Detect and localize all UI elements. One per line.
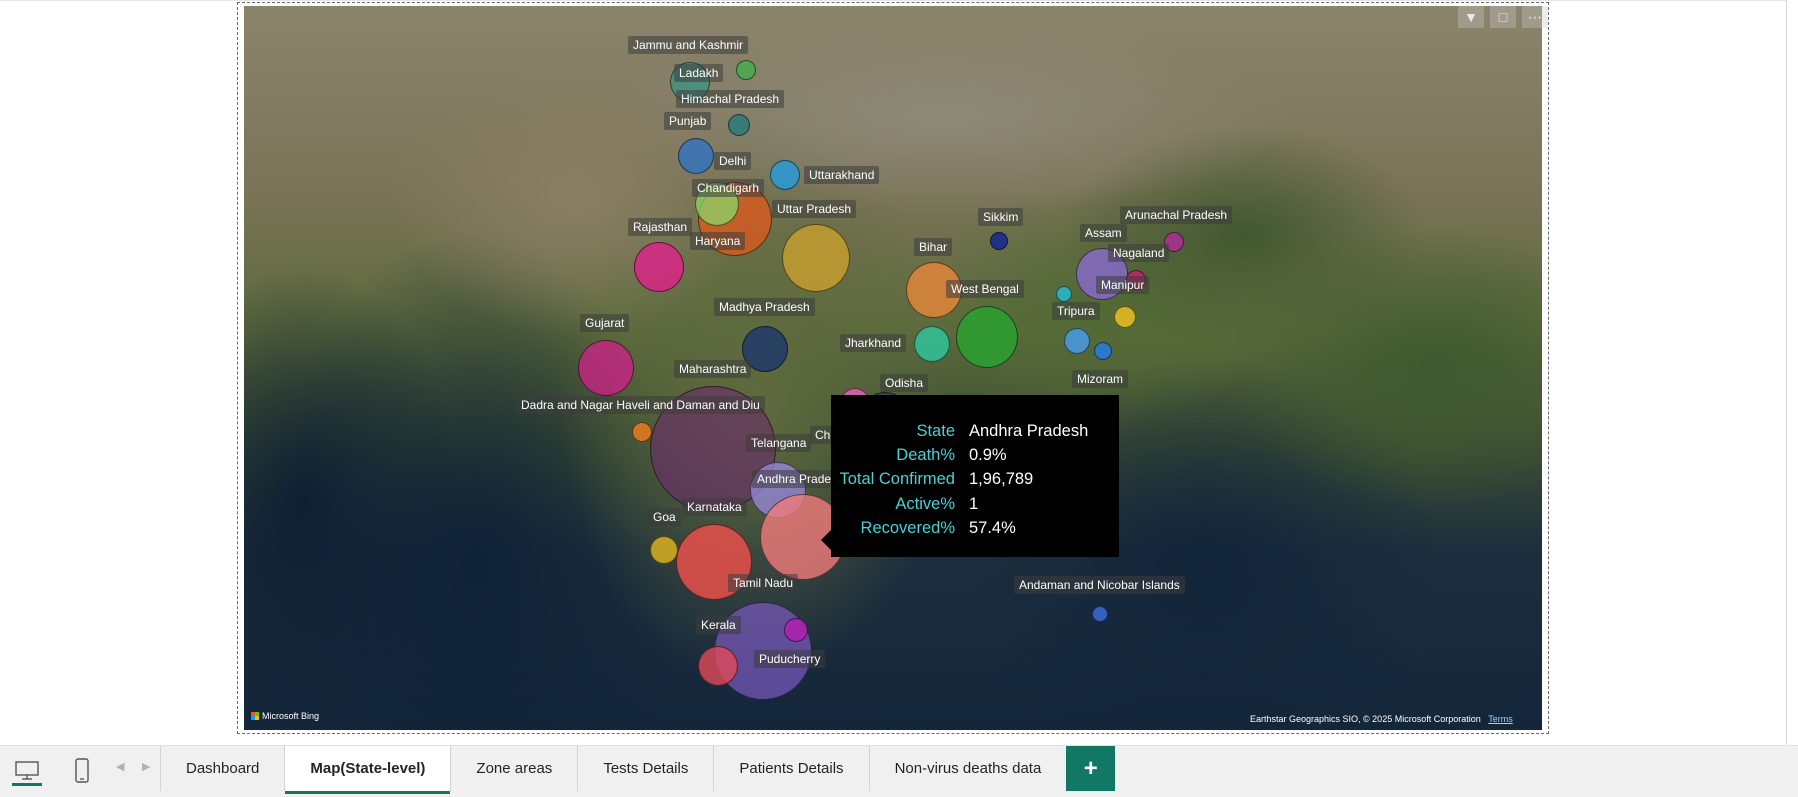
tab-map-state-level[interactable]: Map(State-level) (284, 746, 451, 794)
tooltip-value: Andhra Pradesh (969, 421, 1089, 440)
tooltip-row-active-pct: Active% 1 (831, 492, 1119, 516)
prev-page-arrow-icon[interactable]: ◀ (116, 761, 125, 773)
microsoft-logo-icon (251, 712, 259, 720)
state-label: Tamil Nadu (728, 574, 799, 592)
tooltip-key: Death% (896, 446, 955, 465)
attribution-text: Earthstar Geographics SIO, © 2025 Micros… (1250, 714, 1481, 724)
bubble-goa[interactable] (650, 536, 678, 564)
bubble-uttarakhand[interactable] (770, 160, 800, 190)
tooltip-arrow (821, 530, 831, 550)
tab-tests-details[interactable]: Tests Details (577, 746, 714, 791)
tooltip-row-death-pct: Death% 0.9% (831, 443, 1119, 467)
filter-icon[interactable]: ▼ (1458, 6, 1484, 28)
tooltip-key: Active% (895, 494, 955, 513)
tooltip-value: 1 (969, 494, 979, 513)
state-label: Assam (1080, 224, 1127, 242)
state-label: Andhra Pradesh (752, 470, 849, 488)
tab-patients-details[interactable]: Patients Details (713, 746, 869, 791)
bubble-jharkhand[interactable] (914, 326, 950, 362)
top-border (0, 0, 1786, 1)
bubble-uttar-pradesh[interactable] (782, 224, 850, 292)
state-label: Karnataka (682, 498, 747, 516)
state-label: Puducherry (754, 650, 826, 668)
tooltip-key: Recovered% (860, 519, 955, 538)
state-label: Nagaland (1108, 244, 1170, 262)
visual-header: ▼ □ ⋯ (1458, 6, 1548, 30)
state-label: Haryana (690, 232, 746, 250)
add-page-button[interactable]: + (1066, 746, 1116, 791)
map-attribution: Earthstar Geographics SIO, © 2025 Micros… (1250, 714, 1513, 724)
state-label: Uttar Pradesh (772, 200, 857, 218)
bing-label: Microsoft Bing (262, 711, 320, 721)
state-label: Rajasthan (628, 218, 693, 236)
tooltip-value: 57.4% (969, 519, 1016, 538)
bubble-tripura[interactable] (1064, 328, 1090, 354)
state-label: Jammu and Kashmir (628, 36, 749, 54)
bing-logo: Microsoft Bing (251, 711, 319, 721)
bubble-sikkim[interactable] (990, 232, 1008, 250)
bubble-manipur[interactable] (1114, 306, 1136, 328)
state-label: Mizoram (1072, 370, 1129, 388)
tooltip-row-total-confirmed: Total Confirmed 1,96,789 (831, 468, 1119, 492)
page-tabs: Dashboard Map(State-level) Zone areas Te… (160, 746, 1116, 794)
terms-link[interactable]: Terms (1488, 714, 1513, 724)
mobile-icon (75, 758, 89, 783)
state-label: Himachal Pradesh (676, 90, 785, 108)
state-label: Punjab (664, 112, 712, 130)
bubble-meghalaya[interactable] (1056, 286, 1072, 302)
bubble-himachal-pradesh[interactable] (728, 114, 750, 136)
state-label: Madhya Pradesh (714, 298, 815, 316)
page-tab-bar: ◀ ▶ Dashboard Map(State-level) Zone area… (0, 745, 1798, 797)
state-label: Odisha (880, 374, 929, 392)
canvas-right-border (1786, 0, 1787, 745)
bubble-west-bengal[interactable] (956, 306, 1018, 368)
tooltip-key: State (916, 421, 955, 440)
bubble-kerala[interactable] (698, 646, 738, 686)
bubble-punjab[interactable] (678, 138, 714, 174)
bubble-mizoram[interactable] (1094, 342, 1112, 360)
state-label: Sikkim (978, 208, 1024, 226)
mobile-view-button[interactable] (65, 754, 99, 788)
map-tooltip: State Andhra Pradesh Death% 0.9% Total C… (831, 395, 1119, 557)
tooltip-value: 0.9% (969, 446, 1007, 465)
state-label: Telangana (746, 434, 812, 452)
state-label: Arunachal Pradesh (1120, 206, 1233, 224)
state-label: Ladakh (674, 64, 724, 82)
bubble-andaman-nicobar[interactable] (1092, 606, 1108, 622)
state-label: Bihar (914, 238, 953, 256)
focus-mode-icon[interactable]: □ (1490, 6, 1516, 28)
state-label: West Bengal (946, 280, 1024, 298)
desktop-view-indicator (12, 783, 42, 786)
bubble-dadra-nagar-haveli-daman-diu[interactable] (632, 422, 652, 442)
bubble-gujarat[interactable] (578, 340, 634, 396)
bubble-rajasthan[interactable] (634, 242, 684, 292)
tab-zone-areas[interactable]: Zone areas (450, 746, 578, 791)
tab-non-virus-deaths-data[interactable]: Non-virus deaths data (868, 746, 1067, 791)
state-label: Tripura (1052, 302, 1100, 320)
state-label: Manipur (1096, 276, 1150, 294)
next-page-arrow-icon[interactable]: ▶ (142, 761, 151, 773)
tooltip-value: 1,96,789 (969, 470, 1034, 489)
tab-dashboard[interactable]: Dashboard (160, 746, 285, 791)
state-label: Chandigarh (692, 179, 765, 197)
more-options-icon[interactable]: ⋯ (1522, 6, 1548, 28)
state-label: Maharashtra (674, 360, 752, 378)
desktop-view-button[interactable] (10, 754, 44, 788)
state-label: Andaman and Nicobar Islands (1014, 576, 1185, 594)
state-label: Uttarakhand (804, 166, 880, 184)
tooltip-row-state: State Andhra Pradesh (831, 419, 1119, 443)
desktop-icon (15, 761, 39, 780)
bubble-jammu-and-kashmir[interactable] (736, 60, 756, 80)
state-label: Goa (648, 508, 681, 526)
tooltip-row-recovered-pct: Recovered% 57.4% (831, 517, 1119, 541)
bubble-puducherry[interactable] (784, 618, 808, 642)
state-label: Kerala (696, 616, 741, 634)
tooltip-key: Total Confirmed (839, 470, 955, 489)
map-visual-frame[interactable] (237, 2, 1549, 734)
state-label: Gujarat (580, 314, 630, 332)
state-label: Jharkhand (840, 334, 907, 352)
map-visual[interactable]: Jammu and Kashmir Ladakh Himachal Prades… (244, 6, 1542, 730)
state-label: Dadra and Nagar Haveli and Daman and Diu (516, 396, 765, 414)
state-label: Delhi (714, 152, 752, 170)
